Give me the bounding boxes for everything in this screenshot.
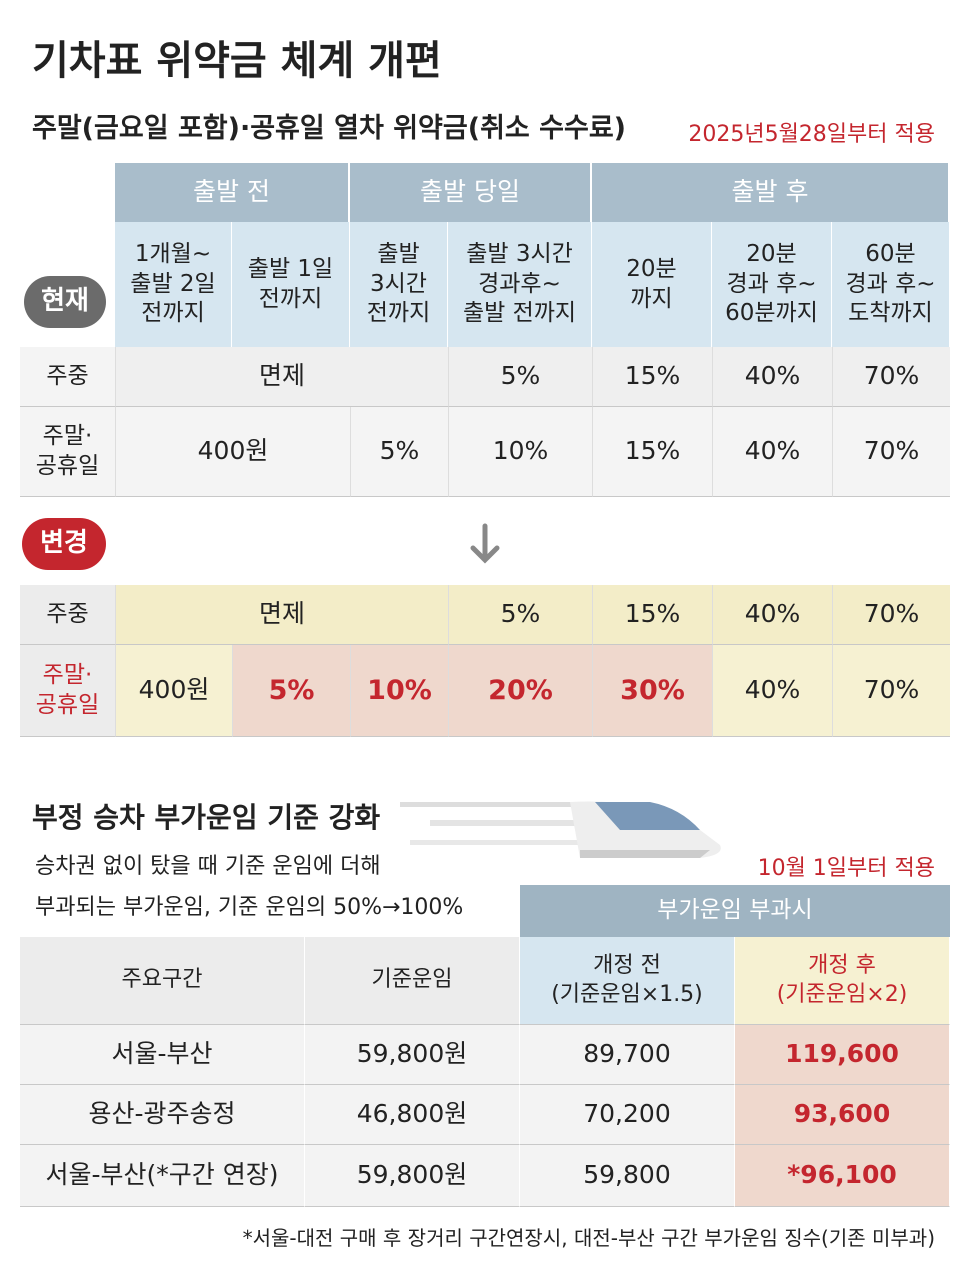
table-cell: 서울-부산(*구간 연장)	[20, 1145, 305, 1207]
table-cell: 15%	[592, 585, 712, 645]
table-cell: 59,800원	[305, 1025, 520, 1085]
table-cell: 20%	[448, 645, 592, 737]
table-cell: 89,700	[520, 1025, 735, 1085]
column-header: 기준운임	[305, 937, 520, 1025]
table-cell: 119,600	[735, 1025, 950, 1085]
column-header: 주요구간	[20, 937, 305, 1025]
table-cell: 5%	[448, 347, 592, 407]
effective-date: 10월 1일부터 적용	[757, 856, 935, 881]
description: 승차권 없이 탔을 때 기준 운임에 더해	[35, 854, 381, 879]
section-title: 주말(금요일 포함)·공휴일 열차 위약금(취소 수수료)	[32, 113, 627, 144]
table-cell: *96,100	[735, 1145, 950, 1207]
table-cell: 5%	[232, 645, 350, 737]
table-cell: 59,800원	[305, 1145, 520, 1207]
table-cell: 59,800	[520, 1145, 735, 1207]
column-header: 출발 3시간 경과후~ 출발 전까지	[448, 222, 592, 347]
table-cell: 400원	[115, 407, 350, 497]
table-cell: 5%	[350, 407, 448, 497]
column-header: 출발 1일 전까지	[232, 222, 350, 347]
table-cell: 40%	[712, 407, 832, 497]
table-cell: 70%	[832, 347, 950, 407]
title: 기차표 위약금 체계 개편	[32, 38, 442, 84]
table-cell: 용산-광주송정	[20, 1085, 305, 1145]
table-cell: 40%	[712, 347, 832, 407]
group-header: 출발 후	[592, 163, 950, 222]
table-cell: 10%	[448, 407, 592, 497]
table-cell: 15%	[592, 347, 712, 407]
table-cell: 70%	[832, 645, 950, 737]
column-header: 60분 경과 후~ 도착까지	[832, 222, 950, 347]
train-illustration	[400, 801, 721, 858]
column-header: 개정 전 (기준운임×1.5)	[520, 937, 735, 1025]
table-cell: 10%	[350, 645, 448, 737]
table-cell: 면제	[115, 347, 448, 407]
table-cell: 93,600	[735, 1085, 950, 1145]
row-label: 주중	[20, 585, 115, 645]
section-title: 부정 승차 부가운임 기준 강화	[32, 801, 381, 834]
group-header: 부가운임 부과시	[520, 885, 950, 937]
table-cell: 서울-부산	[20, 1025, 305, 1085]
table-cell: 5%	[448, 585, 592, 645]
description: 부과되는 부가운임, 기준 운임의 50%→100%	[35, 895, 464, 920]
column-header: 출발 3시간 전까지	[350, 222, 448, 347]
badge: 현재	[24, 276, 106, 328]
badge: 변경	[22, 518, 106, 570]
table-cell: 30%	[592, 645, 712, 737]
table-cell: 40%	[712, 645, 832, 737]
table-cell: 70%	[832, 585, 950, 645]
table-cell: 70%	[832, 407, 950, 497]
footnote: *서울-대전 구매 후 장거리 구간연장시, 대전-부산 구간 부가운임 징수(…	[242, 1226, 935, 1250]
table-cell: 400원	[115, 645, 232, 737]
row-label: 주말· 공휴일	[20, 407, 115, 497]
table-cell: 70,200	[520, 1085, 735, 1145]
arrow-icon	[470, 523, 500, 564]
column-header: 1개월~ 출발 2일 전까지	[115, 222, 232, 347]
effective-date: 2025년5월28일부터 적용	[688, 122, 935, 147]
column-header: 개정 후 (기준운임×2)	[735, 937, 950, 1025]
row-label: 주중	[20, 347, 115, 407]
row-label: 주말· 공휴일	[20, 645, 115, 737]
group-header: 출발 당일	[350, 163, 592, 222]
table-cell: 40%	[712, 585, 832, 645]
table-cell: 15%	[592, 407, 712, 497]
column-header: 20분 까지	[592, 222, 712, 347]
group-header: 출발 전	[115, 163, 350, 222]
column-header: 20분 경과 후~ 60분까지	[712, 222, 832, 347]
table-cell: 46,800원	[305, 1085, 520, 1145]
table-cell: 면제	[115, 585, 448, 645]
